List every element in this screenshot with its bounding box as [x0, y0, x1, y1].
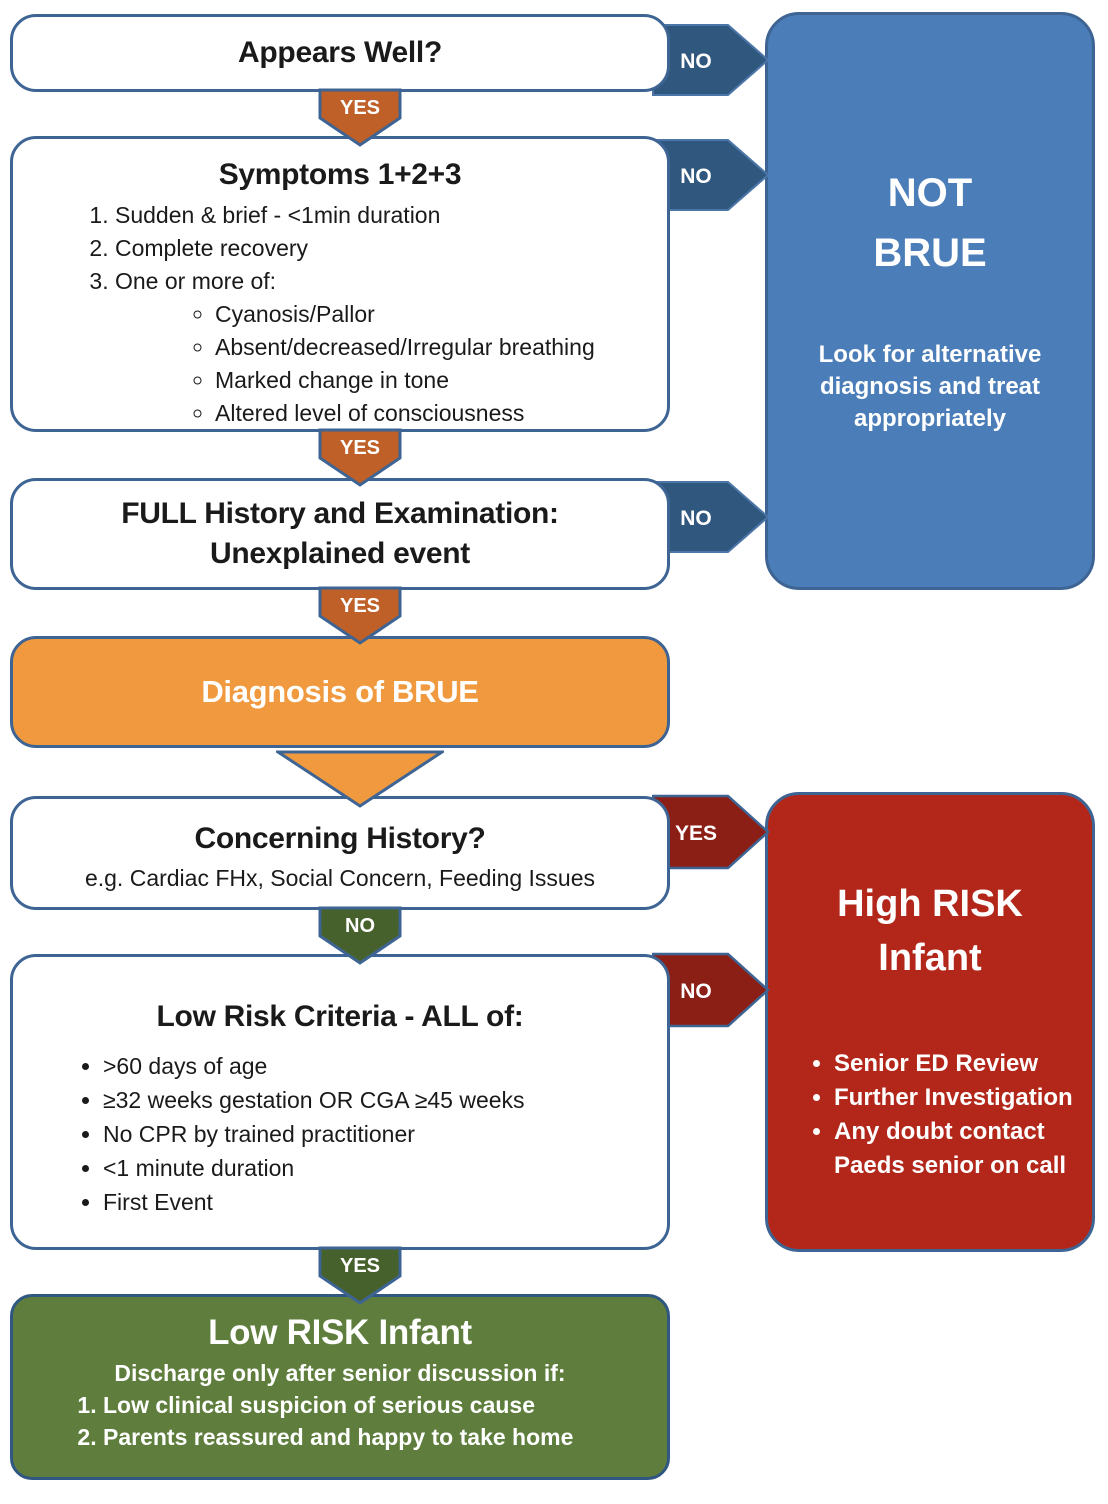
symptoms-box: Symptoms 1+2+3 Sudden & brief - <1min du…: [10, 136, 670, 432]
no-arrow-concerning: NO: [318, 906, 402, 965]
list-item: Cyanosis/Pallor: [215, 298, 667, 331]
list-item: >60 days of age: [103, 1049, 667, 1083]
not-brue-body: Look for alternative diagnosis and treat…: [818, 341, 1042, 432]
yes-label: YES: [340, 97, 380, 119]
yes-arrow-low-risk: YES: [318, 1246, 402, 1305]
low-risk-infant-title: Low RISK Infant: [208, 1313, 472, 1352]
low-risk-infant-box: Low RISK Infant Discharge only after sen…: [10, 1294, 670, 1480]
high-risk-box: High RISK Infant Senior ED ReviewFurther…: [765, 792, 1095, 1252]
not-brue-box: NOT BRUE Look for alternative diagnosis …: [765, 12, 1095, 590]
not-brue-title-line1: NOT: [887, 171, 973, 215]
full-history-box: FULL History and Examination: Unexplaine…: [10, 478, 670, 590]
yes-label: YES: [340, 595, 380, 617]
list-item: No CPR by trained practitioner: [103, 1117, 667, 1151]
not-brue-title: NOT BRUE: [768, 163, 1092, 283]
not-brue-title-line2: BRUE: [873, 231, 987, 275]
low-risk-criteria-list: >60 days of age≥32 weeks gestation OR CG…: [13, 1049, 667, 1219]
high-risk-title-line2: Infant: [878, 937, 982, 979]
low-risk-infant-subtitle: Discharge only after senior discussion i…: [114, 1360, 566, 1386]
arrow-shape: [318, 88, 402, 147]
yes-arrow-appears-well: YES: [318, 88, 402, 147]
arrow-shape: [318, 1246, 402, 1305]
no-label: NO: [345, 915, 375, 937]
yes-arrow-full-history: YES: [318, 586, 402, 645]
list-item: Absent/decreased/Irregular breathing: [215, 331, 667, 364]
appears-well-title: Appears Well?: [238, 36, 442, 69]
concerning-history-title: Concerning History?: [194, 822, 486, 855]
list-item: Senior ED Review: [834, 1047, 1078, 1081]
symptoms-title: Symptoms 1+2+3: [218, 158, 462, 191]
list-item: Complete recovery: [115, 232, 667, 265]
list-item: <1 minute duration: [103, 1151, 667, 1185]
list-item: Marked change in tone: [215, 364, 667, 397]
no-label: NO: [680, 165, 712, 188]
no-label: NO: [680, 50, 712, 73]
list-item: Parents reassured and happy to take home: [103, 1421, 667, 1453]
list-item: Low clinical suspicion of serious cause: [103, 1389, 667, 1421]
list-item: Altered level of consciousness: [215, 397, 667, 430]
list-item: Sudden & brief - <1min duration: [115, 199, 667, 232]
list-item: ≥32 weeks gestation OR CGA ≥45 weeks: [103, 1083, 667, 1117]
high-risk-title-line1: High RISK: [837, 883, 1023, 925]
appears-well-box: Appears Well?: [10, 14, 670, 92]
yes-label: YES: [340, 1255, 380, 1277]
concerning-history-examples: e.g. Cardiac FHx, Social Concern, Feedin…: [84, 865, 596, 891]
list-item: First Event: [103, 1185, 667, 1219]
list-item: Any doubt contact Paeds senior on call: [834, 1115, 1078, 1183]
diagnosis-title: Diagnosis of BRUE: [201, 674, 479, 709]
no-chevron-symptoms: NO: [652, 139, 770, 211]
symptoms-list: Sudden & brief - <1min durationComplete …: [13, 199, 667, 298]
low-risk-criteria-box: Low Risk Criteria - ALL of: >60 days of …: [10, 954, 670, 1250]
list-item: One or more of:: [115, 265, 667, 298]
full-history-line1: FULL History and Examination:: [121, 497, 559, 530]
low-risk-infant-list: Low clinical suspicion of serious causeP…: [13, 1389, 667, 1453]
no-chevron-low-risk: NO: [652, 952, 770, 1028]
list-item: Further Investigation: [834, 1081, 1078, 1115]
no-label: NO: [680, 507, 712, 530]
arrow-shape: [318, 906, 402, 965]
full-history-line2: Unexplained event: [210, 537, 470, 570]
arrow-shape: [318, 586, 402, 645]
low-risk-criteria-title: Low Risk Criteria - ALL of:: [156, 1000, 524, 1033]
arrow-shape: [318, 428, 402, 487]
diagnosis-flow-arrow: [276, 750, 444, 808]
high-risk-actions-list: Senior ED ReviewFurther InvestigationAny…: [768, 1047, 1078, 1183]
concerning-history-box: Concerning History? e.g. Cardiac FHx, So…: [10, 796, 670, 910]
no-label: NO: [680, 980, 712, 1003]
yes-label: YES: [675, 822, 717, 845]
high-risk-title: High RISK Infant: [768, 877, 1092, 985]
yes-label: YES: [340, 437, 380, 459]
arrow-shape: [276, 750, 444, 808]
diagnosis-box: Diagnosis of BRUE: [10, 636, 670, 748]
symptoms-sub-list: Cyanosis/PallorAbsent/decreased/Irregula…: [13, 298, 667, 430]
yes-arrow-symptoms: YES: [318, 428, 402, 487]
